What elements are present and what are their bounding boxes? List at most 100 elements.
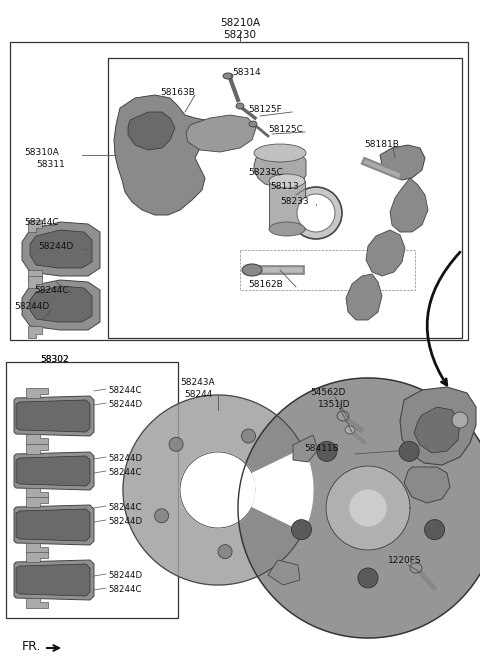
Text: 1351JD: 1351JD (318, 400, 350, 409)
Polygon shape (16, 456, 90, 486)
Polygon shape (28, 276, 42, 288)
Ellipse shape (218, 545, 232, 558)
Polygon shape (26, 444, 48, 454)
Polygon shape (16, 564, 90, 596)
Polygon shape (14, 560, 94, 600)
Ellipse shape (452, 412, 468, 428)
Ellipse shape (358, 568, 378, 588)
Polygon shape (293, 435, 318, 462)
Polygon shape (380, 145, 425, 180)
Text: 1220FS: 1220FS (388, 556, 421, 565)
Polygon shape (28, 326, 42, 338)
Ellipse shape (410, 563, 422, 573)
Text: 58162B: 58162B (248, 280, 283, 289)
Polygon shape (28, 270, 42, 282)
Ellipse shape (169, 438, 183, 451)
Text: 54562D: 54562D (310, 388, 346, 397)
Text: 58233: 58233 (280, 197, 309, 206)
Polygon shape (268, 560, 300, 585)
Ellipse shape (337, 411, 349, 421)
Text: 58302: 58302 (40, 355, 69, 364)
Polygon shape (366, 230, 405, 276)
Polygon shape (252, 449, 313, 532)
Text: 58181B: 58181B (364, 140, 399, 149)
Polygon shape (238, 378, 480, 638)
Ellipse shape (269, 174, 305, 188)
Ellipse shape (297, 194, 335, 232)
Polygon shape (28, 220, 42, 232)
Text: 58244C: 58244C (24, 218, 59, 227)
FancyArrowPatch shape (427, 252, 460, 385)
Polygon shape (326, 466, 410, 550)
Ellipse shape (272, 495, 286, 509)
Text: 58244D: 58244D (38, 242, 73, 251)
Text: 58244C: 58244C (108, 386, 142, 395)
Ellipse shape (241, 429, 255, 443)
Ellipse shape (249, 121, 257, 127)
Bar (6, 362, 178, 618)
Ellipse shape (223, 73, 233, 79)
Text: 58311: 58311 (36, 160, 65, 169)
Text: 58244C: 58244C (34, 286, 69, 295)
Bar (240, 250, 415, 290)
Ellipse shape (291, 520, 312, 539)
Text: 58244D: 58244D (14, 302, 49, 311)
Ellipse shape (155, 509, 168, 523)
Text: 58113: 58113 (270, 182, 299, 191)
Ellipse shape (269, 222, 305, 236)
Text: 58314: 58314 (232, 68, 261, 77)
Text: 58163B: 58163B (160, 88, 195, 97)
Polygon shape (26, 497, 48, 507)
Text: 58235C: 58235C (248, 168, 283, 177)
Ellipse shape (236, 103, 244, 109)
Text: 58243A: 58243A (180, 378, 216, 387)
Polygon shape (180, 452, 256, 528)
Ellipse shape (399, 442, 419, 461)
Text: 58411B: 58411B (304, 444, 339, 453)
Polygon shape (26, 488, 48, 498)
Polygon shape (390, 178, 428, 232)
Text: 58302: 58302 (40, 355, 69, 364)
Polygon shape (26, 598, 48, 608)
Text: 58244D: 58244D (108, 454, 142, 463)
Text: 58230: 58230 (224, 30, 256, 40)
Polygon shape (414, 407, 460, 453)
Polygon shape (14, 505, 94, 545)
Bar (108, 58, 462, 338)
Text: 58244: 58244 (184, 390, 212, 399)
Text: 58244C: 58244C (108, 503, 142, 512)
Text: 58310A: 58310A (24, 148, 59, 157)
Text: 58244D: 58244D (108, 517, 142, 526)
Ellipse shape (290, 187, 342, 239)
Polygon shape (16, 400, 90, 432)
Bar (269, 181, 305, 229)
Polygon shape (254, 150, 306, 187)
Bar (10, 42, 468, 340)
Polygon shape (128, 112, 175, 150)
Polygon shape (14, 452, 94, 490)
Polygon shape (22, 280, 100, 330)
Polygon shape (26, 543, 48, 553)
Text: 58125F: 58125F (248, 105, 282, 114)
Ellipse shape (242, 264, 262, 276)
Text: 58125C: 58125C (268, 125, 303, 134)
Polygon shape (400, 387, 476, 465)
Polygon shape (14, 396, 94, 436)
Ellipse shape (425, 520, 444, 539)
Polygon shape (30, 230, 92, 268)
Text: 58244C: 58244C (108, 585, 142, 594)
Polygon shape (22, 222, 100, 276)
Polygon shape (26, 388, 48, 398)
Text: 58210A: 58210A (220, 18, 260, 28)
Text: 58244D: 58244D (108, 400, 142, 409)
Polygon shape (186, 115, 256, 152)
Polygon shape (16, 509, 90, 541)
Polygon shape (26, 434, 48, 444)
Polygon shape (404, 467, 450, 503)
Text: FR.: FR. (22, 640, 41, 653)
Text: 58244C: 58244C (108, 468, 142, 477)
Polygon shape (26, 552, 48, 562)
Text: 58244D: 58244D (108, 571, 142, 580)
Polygon shape (114, 95, 210, 215)
Polygon shape (30, 286, 92, 322)
